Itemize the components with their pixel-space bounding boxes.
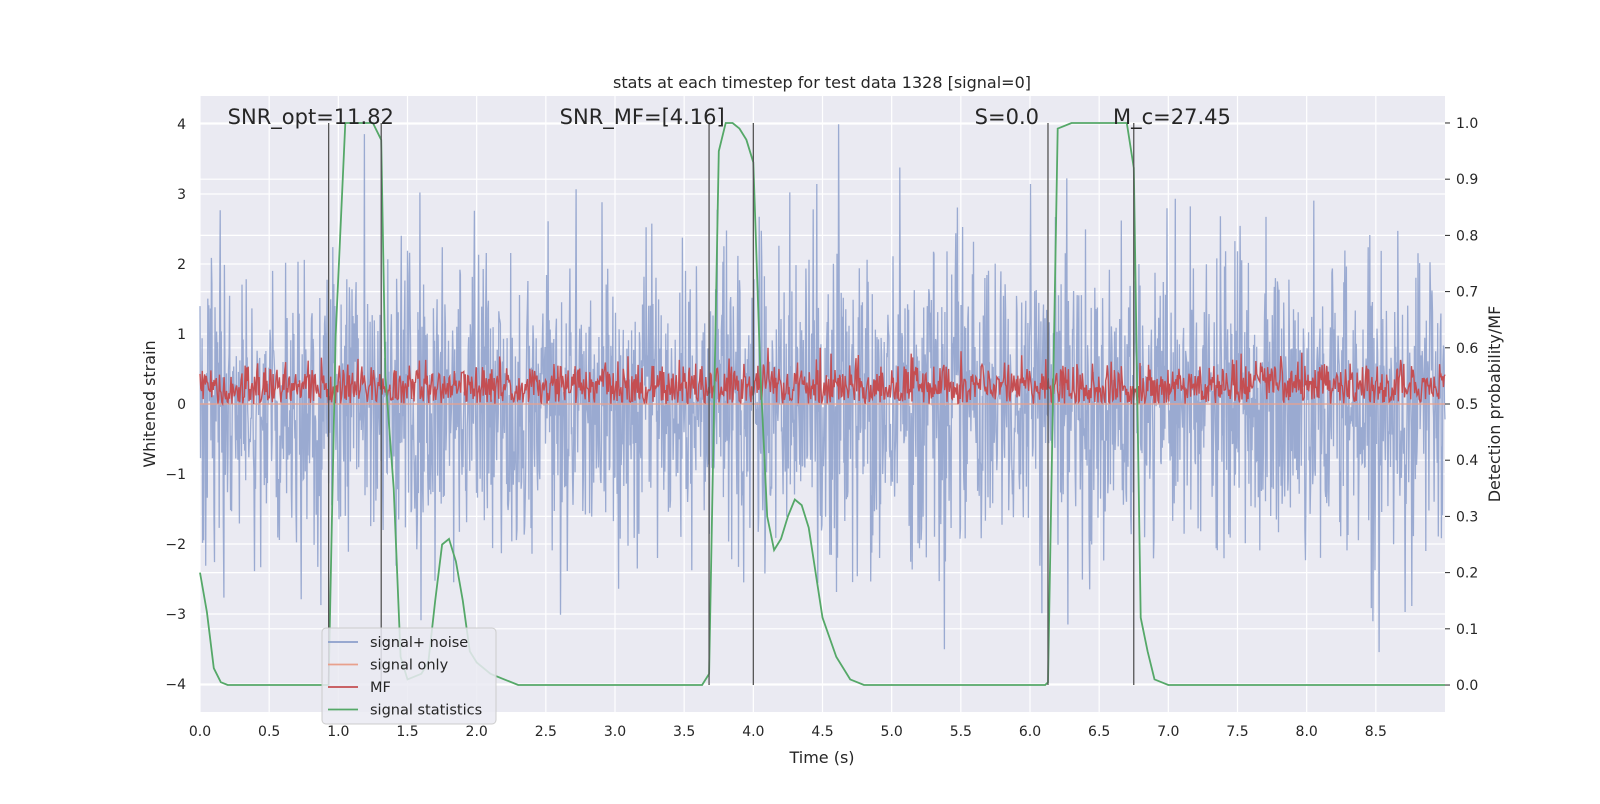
x-tick-label: 3.0 [604,724,626,740]
x-tick-label: 7.5 [1226,724,1248,740]
y2-tick-label: 0.1 [1456,622,1478,638]
y2-tick-label: 0.8 [1456,228,1478,244]
x-tick-label: 0.0 [189,724,211,740]
y2-tick-label: 0.2 [1456,566,1478,582]
y2-tick-label: 0.9 [1456,172,1478,188]
series-signal-statistics-line [199,122,1445,686]
y2-tick-label: 1.0 [1456,116,1478,132]
y2-tick-label: 0.7 [1456,285,1478,301]
y2-tick-label: 0.6 [1456,341,1478,357]
y2-tick-label: 0.4 [1456,453,1478,469]
x-tick-label: 4.0 [742,724,764,740]
y-tick-label: 0 [177,397,186,413]
y-tick-label: 4 [177,117,186,133]
x-tick-label: 1.5 [396,724,418,740]
annotation-layer: SNR_opt=11.82 SNR_MF=[4.16] S=0.0 M_c=27.45 [228,105,1231,130]
legend-label: signal+ noise [370,635,468,651]
y-tick-label: 2 [177,257,186,273]
legend-label: signal only [370,658,449,674]
y2-axis-title: Detection probability/MF [1485,306,1504,503]
legend: signal+ noise signal only MF signal statist… [321,627,497,725]
vline-layer [327,122,1135,686]
x-tick-label: 4.5 [811,724,833,740]
x-tick-label: 2.0 [466,724,488,740]
x-tick-label: 0.5 [258,724,280,740]
y-tick-label: −3 [165,607,186,623]
legend-label: MF [370,680,391,696]
x-tick-label: 5.0 [881,724,903,740]
legend-label: signal statistics [370,703,482,719]
series-signal-noise-line [199,124,1446,653]
annotation-s-val: S=0.0 [975,105,1039,129]
y-tick-label: −1 [165,467,186,483]
legend-box [321,627,497,725]
x-tick-label: 8.0 [1296,724,1318,740]
x-tick-label: 6.0 [1019,724,1041,740]
x-tick-label: 3.5 [673,724,695,740]
y-tick-label: −4 [165,677,186,693]
x-tick-label: 6.5 [1088,724,1110,740]
y-axis-title: Whitened strain [140,340,159,467]
y-tick-label: 3 [177,187,186,203]
x-tick-label: 8.5 [1365,724,1387,740]
x-tick-label: 5.5 [950,724,972,740]
series-mf-line [199,347,1446,407]
x-tick-label: 7.0 [1157,724,1179,740]
tick-layer: 0.0 0.5 1.0 1.5 2.0 2.5 3.0 3.5 4.0 4.5 5.0 5.5 6.0 6… [165,116,1478,740]
annotation-mc-val: M_c=27.45 [1113,105,1231,130]
x-tick-label: 2.5 [535,724,557,740]
chart-title: stats at each timestep for test data 132… [613,73,1031,92]
y2-tick-label: 0.0 [1456,678,1478,694]
data-layer [199,122,1446,686]
annotation-snr-opt: SNR_opt=11.82 [228,105,394,130]
y2-tick-label: 0.3 [1456,509,1478,525]
y2-tick-label: 0.5 [1456,397,1478,413]
y-tick-label: −2 [165,537,186,553]
y-tick-label: 1 [177,327,186,343]
x-axis-title: Time (s) [788,748,854,767]
x-tick-label: 1.0 [327,724,349,740]
annotation-snr-mf: SNR_MF=[4.16] [560,105,725,130]
